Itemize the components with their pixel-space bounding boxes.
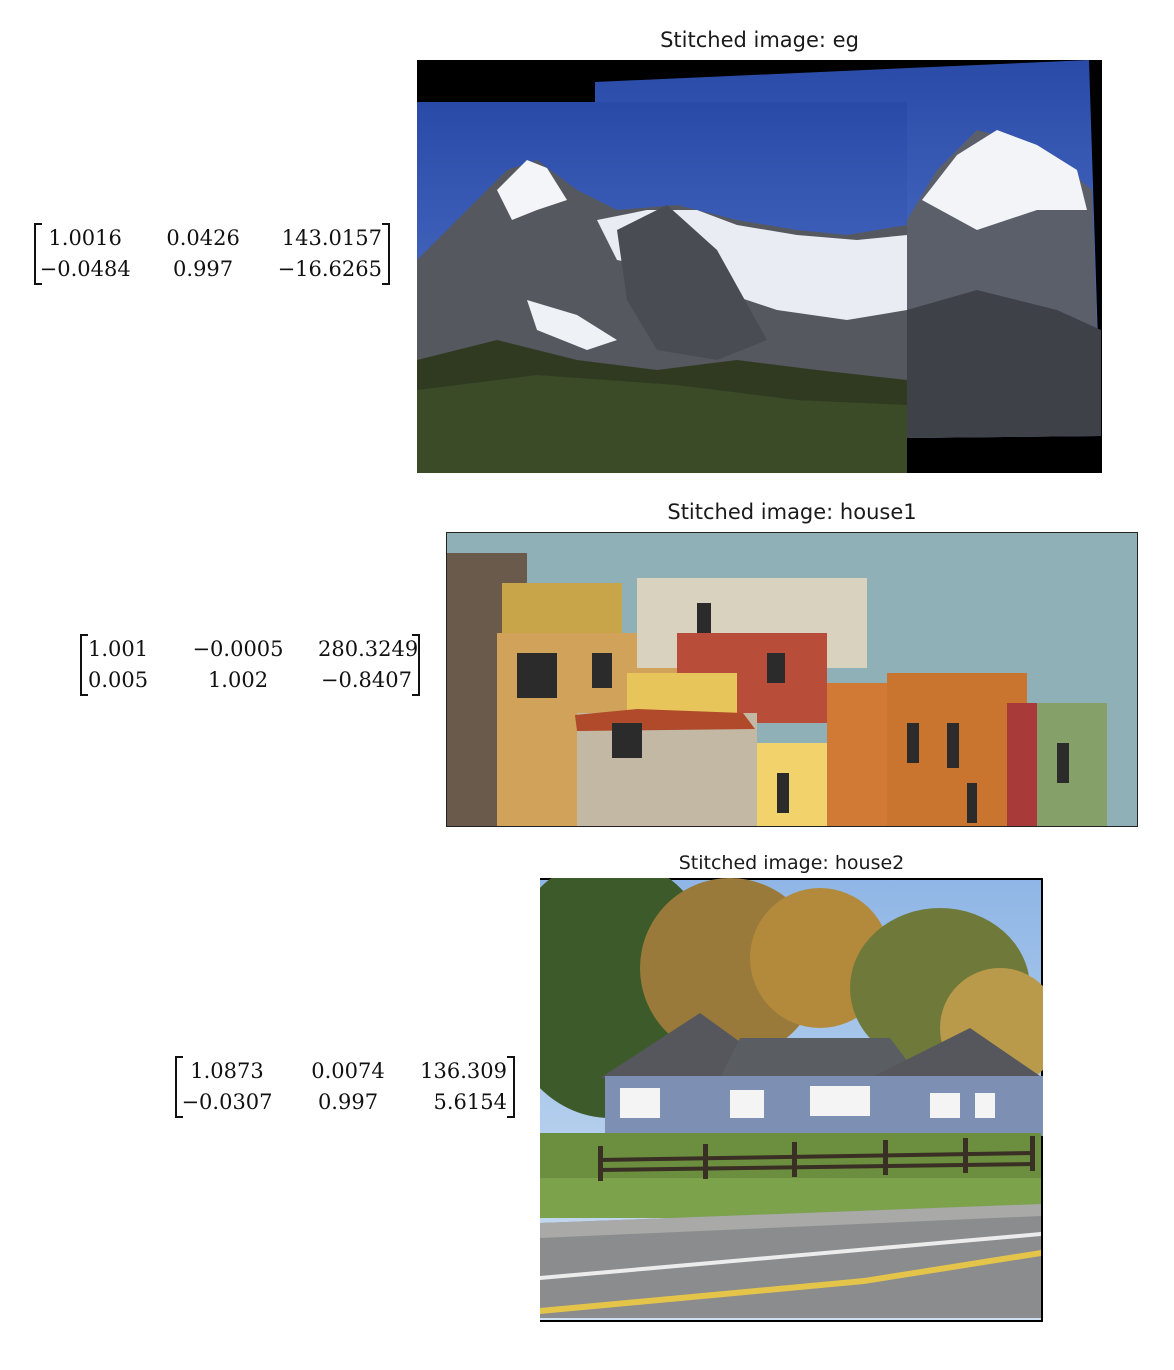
matrix-cell: 0.005	[88, 668, 149, 692]
stitched-image-house2	[540, 878, 1043, 1322]
matrix-cell: 143.0157	[281, 226, 382, 250]
matrix-cell: −0.0484	[39, 257, 131, 281]
matrix-cell: 1.001	[88, 637, 149, 661]
matrix-cell: −0.0307	[181, 1090, 273, 1114]
matrix-cell: 1.0016	[48, 226, 122, 250]
homography-matrix-eg: 1.0016 0.0426 143.0157 −0.0484 0.997 −16…	[34, 223, 390, 285]
matrix-row: 1.0016 0.0426 143.0157	[36, 223, 388, 254]
matrix-cell: −0.8407	[320, 668, 412, 692]
matrix-row: 1.0873 0.0074 136.309	[177, 1056, 513, 1087]
matrix-row: 0.005 1.002 −0.8407	[82, 665, 418, 696]
matrix-cell: 1.0873	[190, 1059, 264, 1083]
matrix-cell: 5.6154	[433, 1090, 507, 1114]
matrix-cell: 280.3249	[318, 637, 419, 661]
matrix-cell: 136.309	[420, 1059, 507, 1083]
matrix-cell: −16.6265	[277, 257, 382, 281]
homography-matrix-house1: 1.001 −0.0005 280.3249 0.005 1.002 −0.84…	[80, 634, 420, 696]
matrix-cell: 0.997	[173, 257, 234, 281]
matrix-row: −0.0307 0.997 5.6154	[177, 1087, 513, 1118]
matrix-cell: 0.997	[317, 1090, 379, 1114]
panel-title-house1: Stitched image: house1	[667, 500, 917, 524]
panel-title-eg: Stitched image: eg	[660, 28, 859, 52]
matrix-cell: 0.0426	[166, 226, 240, 250]
matrix-cell: 0.0074	[311, 1059, 385, 1083]
panel-title-house2: Stitched image: house2	[678, 852, 905, 874]
matrix-row: −0.0484 0.997 −16.6265	[36, 254, 388, 285]
homography-matrix-house2: 1.0873 0.0074 136.309 −0.0307 0.997 5.61…	[175, 1056, 515, 1118]
matrix-cell: −0.0005	[192, 637, 284, 661]
stitched-image-eg	[417, 60, 1102, 473]
matrix-row: 1.001 −0.0005 280.3249	[82, 634, 418, 665]
stitched-image-house1	[446, 532, 1138, 827]
matrix-cell: 1.002	[207, 668, 269, 692]
